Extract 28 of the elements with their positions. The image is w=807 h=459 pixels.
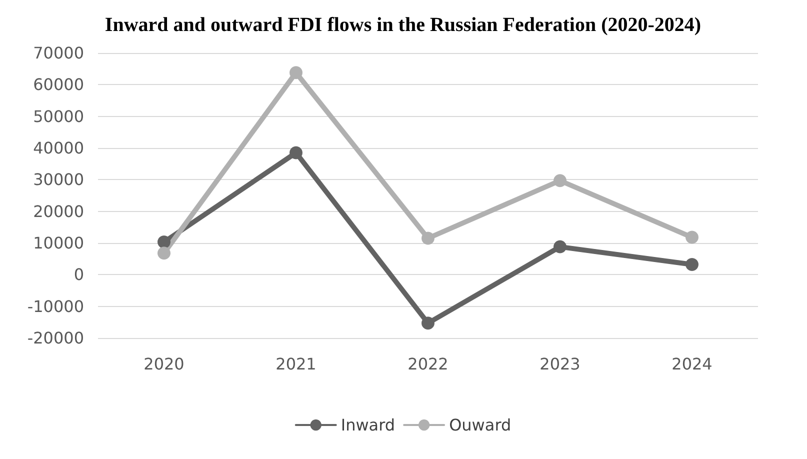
y-tick-label: 10000 <box>33 234 84 252</box>
y-tick-label: 50000 <box>33 106 84 126</box>
point <box>422 316 434 330</box>
x-tick-label: 2022 <box>408 354 448 374</box>
point <box>554 240 566 254</box>
x-tick-label: 2023 <box>540 354 580 374</box>
point <box>554 174 566 188</box>
x-tick-label: 2021 <box>276 354 316 374</box>
x-tick-label: 2020 <box>144 354 184 374</box>
point <box>158 246 170 260</box>
y-tick-label: 0 <box>74 265 84 284</box>
point <box>290 66 302 80</box>
y-tick-label: -10000 <box>27 296 84 316</box>
y-tick-label: 20000 <box>33 202 84 221</box>
point <box>686 258 698 272</box>
point <box>422 232 434 245</box>
y-tick-label: 70000 <box>33 44 84 62</box>
point <box>686 230 698 244</box>
legend-label: Ouward <box>449 416 512 434</box>
y-tick-label: 40000 <box>33 138 84 158</box>
legend-label: Inward <box>340 416 396 434</box>
chart-title: Inward and outward FDI flows in the Russian Federation (2020-2024) <box>104 14 702 36</box>
y-tick-label: 60000 <box>33 75 84 94</box>
point <box>290 146 302 160</box>
point <box>158 236 170 249</box>
y-tick-label: 30000 <box>33 170 84 190</box>
y-tick-label: -20000 <box>27 328 84 348</box>
x-tick-label: 2024 <box>672 354 712 374</box>
